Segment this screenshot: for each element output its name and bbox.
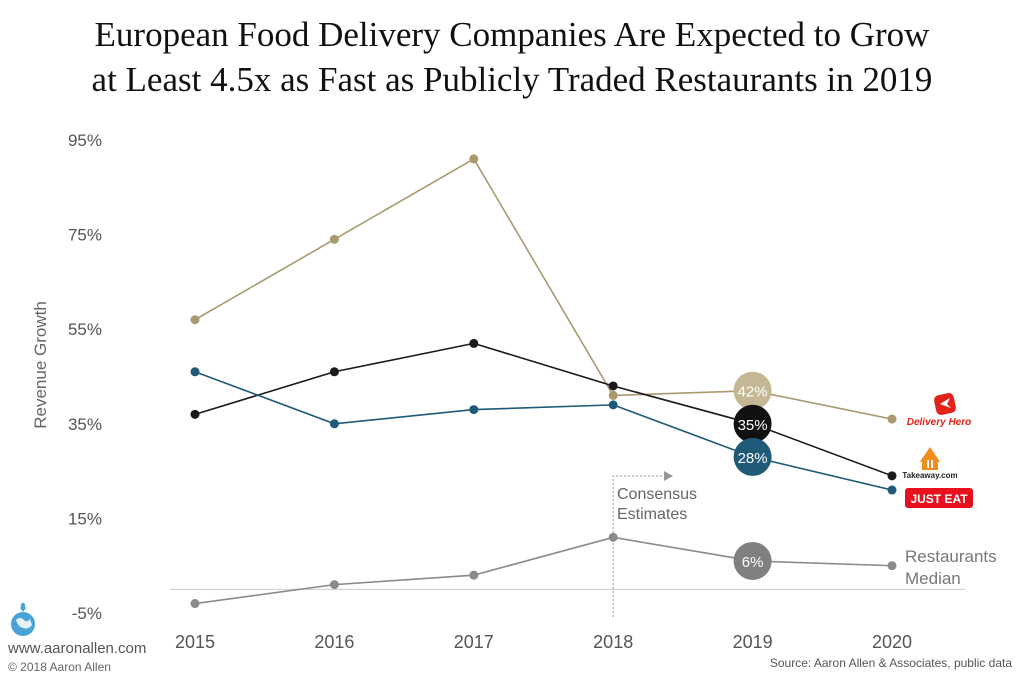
arrow-right-icon [664, 471, 673, 481]
chart-logos: Delivery Hero Takeaway.com JUST EAT [902, 393, 973, 508]
restaurants-median-label-line1: Restaurants [905, 547, 997, 566]
just-eat-logo: JUST EAT [905, 488, 973, 508]
value-label: 42% [738, 384, 768, 401]
data-point [190, 367, 200, 377]
series-line [194, 371, 893, 491]
chart-series [190, 154, 897, 609]
footer-copyright: © 2018 Aaron Allen [8, 660, 111, 674]
x-tick-label: 2018 [593, 632, 633, 652]
data-point [329, 419, 339, 429]
takeaway-logo-house [922, 458, 938, 470]
chart-title: European Food Delivery Companies Are Exp… [0, 12, 1024, 102]
x-tick-label: 2016 [314, 632, 354, 652]
y-tick-label: 95% [68, 131, 102, 150]
value-bubble [733, 371, 772, 410]
restaurants-median-label-line2: Median [905, 569, 961, 588]
data-point [329, 234, 339, 244]
value-label: 35% [738, 417, 768, 434]
value-bubble [733, 437, 772, 476]
globe-icon [8, 598, 38, 643]
data-point [887, 471, 897, 481]
data-point [469, 405, 479, 415]
data-point [469, 154, 479, 164]
takeaway-logo-knife [931, 460, 933, 468]
data-point [190, 599, 200, 609]
delivery-hero-logo: Delivery Hero [907, 393, 971, 428]
data-point [608, 381, 618, 391]
y-tick-label: -5% [72, 604, 102, 623]
data-point [887, 561, 897, 571]
data-point [608, 400, 618, 410]
delivery-hero-logo-glyph [940, 398, 951, 408]
footer-source: Source: Aaron Allen & Associates, public… [769, 656, 1012, 670]
data-point [190, 409, 200, 419]
consensus-label-line2: Estimates [617, 506, 687, 523]
footer-credits: www.aaronallen.com © 2018 Aaron Allen [8, 640, 146, 676]
takeaway-logo-text: Takeaway.com [902, 471, 957, 480]
x-tick-label: 2017 [454, 632, 494, 652]
chart-value-labels: 42% 35% 28% 6% [733, 371, 772, 580]
y-tick-label: 15% [68, 509, 102, 528]
data-point [329, 580, 339, 590]
x-tick-label: 2019 [733, 632, 773, 652]
data-point [469, 338, 479, 348]
x-tick-label: 2020 [872, 632, 912, 652]
takeaway-logo-fork [927, 460, 929, 468]
consensus-label-line1: Consensus [617, 486, 697, 503]
value-bubble [733, 541, 772, 580]
chart-annotations: Consensus Estimates Restaurants Median [612, 471, 997, 617]
footer-website: www.aaronallen.com [8, 640, 147, 657]
data-point [469, 570, 479, 580]
data-point [190, 315, 200, 325]
chart-title-line2: at Least 4.5x as Fast as Publicly Traded… [91, 60, 933, 99]
series-line [194, 157, 893, 420]
chart-title-line1: European Food Delivery Companies Are Exp… [94, 15, 930, 54]
y-axis-title: Revenue Growth [31, 301, 50, 429]
takeaway-logo: Takeaway.com [902, 447, 958, 480]
data-point [608, 532, 618, 542]
series-line [194, 536, 893, 605]
just-eat-logo-text: JUST EAT [910, 492, 968, 506]
data-point [887, 485, 897, 495]
y-tick-label: 35% [68, 415, 102, 434]
data-point [608, 390, 618, 400]
data-point [887, 414, 897, 424]
y-tick-label: 55% [68, 320, 102, 339]
value-label: 6% [742, 554, 764, 571]
consensus-bracket [612, 475, 664, 617]
delivery-hero-logo-text: Delivery Hero [907, 417, 971, 428]
value-label: 28% [738, 450, 768, 467]
data-point [329, 367, 339, 377]
value-bubble [733, 404, 772, 443]
y-tick-label: 75% [68, 226, 102, 245]
just-eat-logo-badge [905, 488, 973, 508]
chart-axes: 95% 75% 55% 35% 15% -5% 2015 2016 2017 2018 2019 20… [31, 131, 965, 652]
series-line [194, 342, 893, 477]
x-tick-label: 2015 [175, 632, 215, 652]
